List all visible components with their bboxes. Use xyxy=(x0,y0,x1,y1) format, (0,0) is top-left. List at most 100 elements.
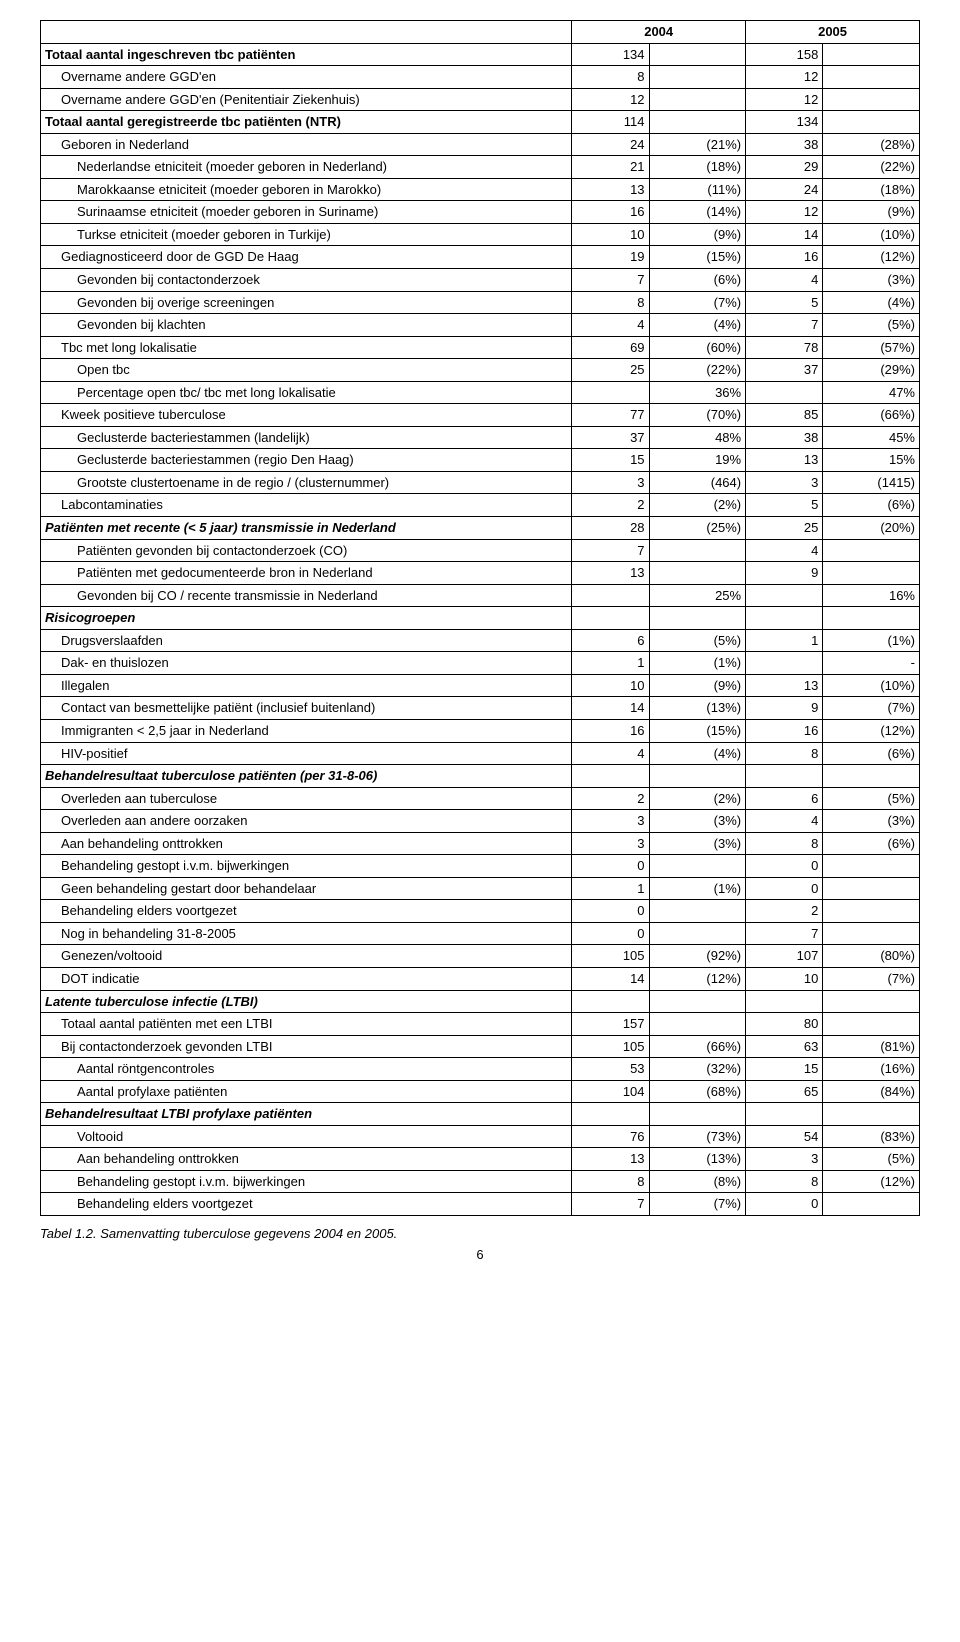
table-row: Behandeling elders voortgezet02 xyxy=(41,900,920,923)
row-label: Gevonden bij contactonderzoek xyxy=(41,269,572,292)
row-n2: 37 xyxy=(746,359,823,382)
row-n2: 0 xyxy=(746,877,823,900)
row-label: Dak- en thuislozen xyxy=(41,652,572,675)
row-p1 xyxy=(649,765,746,788)
row-label: Gediagnosticeerd door de GGD De Haag xyxy=(41,246,572,269)
row-n2: 8 xyxy=(746,832,823,855)
row-label: Geboren in Nederland xyxy=(41,133,572,156)
row-p1: (4%) xyxy=(649,742,746,765)
row-p2: (81%) xyxy=(823,1035,920,1058)
row-p2: 15% xyxy=(823,449,920,472)
row-n2: 65 xyxy=(746,1080,823,1103)
row-n2: 4 xyxy=(746,810,823,833)
row-n1: 105 xyxy=(572,1035,649,1058)
row-p1: (22%) xyxy=(649,359,746,382)
row-n2: 134 xyxy=(746,111,823,134)
row-p1: (1%) xyxy=(649,877,746,900)
row-label: Behandeling gestopt i.v.m. bijwerkingen xyxy=(41,855,572,878)
table-row: Behandeling gestopt i.v.m. bijwerkingen8… xyxy=(41,1170,920,1193)
row-n2 xyxy=(746,381,823,404)
row-n2: 4 xyxy=(746,269,823,292)
row-p1: (11%) xyxy=(649,178,746,201)
table-row: DOT indicatie14(12%)10(7%) xyxy=(41,967,920,990)
row-p1: (13%) xyxy=(649,1148,746,1171)
row-n2: 38 xyxy=(746,133,823,156)
row-label: Immigranten < 2,5 jaar in Nederland xyxy=(41,719,572,742)
row-p2: (9%) xyxy=(823,201,920,224)
row-n2 xyxy=(746,584,823,607)
row-n1: 0 xyxy=(572,922,649,945)
row-label: Kweek positieve tuberculose xyxy=(41,404,572,427)
row-label: Totaal aantal geregistreerde tbc patiënt… xyxy=(41,111,572,134)
row-label: Geclusterde bacteriestammen (landelijk) xyxy=(41,426,572,449)
row-label: Labcontaminaties xyxy=(41,494,572,517)
row-n2: 16 xyxy=(746,719,823,742)
row-label: Aantal röntgencontroles xyxy=(41,1058,572,1081)
row-p1: (73%) xyxy=(649,1125,746,1148)
table-row: Gevonden bij contactonderzoek7(6%)4(3%) xyxy=(41,269,920,292)
row-n1: 4 xyxy=(572,742,649,765)
row-p2 xyxy=(823,1103,920,1126)
row-p1 xyxy=(649,855,746,878)
row-p1: (4%) xyxy=(649,314,746,337)
row-label: Turkse etniciteit (moeder geboren in Tur… xyxy=(41,223,572,246)
row-n2: 13 xyxy=(746,449,823,472)
row-p2: (6%) xyxy=(823,494,920,517)
row-p1: 36% xyxy=(649,381,746,404)
row-n1: 13 xyxy=(572,178,649,201)
row-label: Marokkaanse etniciteit (moeder geboren i… xyxy=(41,178,572,201)
row-n1 xyxy=(572,381,649,404)
table-row: Overname andere GGD'en812 xyxy=(41,66,920,89)
row-n1: 4 xyxy=(572,314,649,337)
row-p1: (464) xyxy=(649,471,746,494)
row-label: Aantal profylaxe patiënten xyxy=(41,1080,572,1103)
row-n1 xyxy=(572,607,649,630)
row-n1 xyxy=(572,990,649,1013)
row-label: HIV-positief xyxy=(41,742,572,765)
row-label: Geen behandeling gestart door behandelaa… xyxy=(41,877,572,900)
row-n2: 158 xyxy=(746,43,823,66)
row-p2 xyxy=(823,111,920,134)
row-p1 xyxy=(649,111,746,134)
table-row: Behandelresultaat LTBI profylaxe patiënt… xyxy=(41,1103,920,1126)
table-row: Behandeling elders voortgezet7(7%)0 xyxy=(41,1193,920,1216)
row-p2: 45% xyxy=(823,426,920,449)
row-p1: (2%) xyxy=(649,494,746,517)
row-n2: 12 xyxy=(746,201,823,224)
row-label: Overname andere GGD'en xyxy=(41,66,572,89)
row-p2: (7%) xyxy=(823,697,920,720)
table-row: Risicogroepen xyxy=(41,607,920,630)
row-p2 xyxy=(823,765,920,788)
row-n2: 14 xyxy=(746,223,823,246)
row-n1: 37 xyxy=(572,426,649,449)
row-p2: (5%) xyxy=(823,787,920,810)
row-n2: 63 xyxy=(746,1035,823,1058)
row-p2: (6%) xyxy=(823,742,920,765)
table-row: Geclusterde bacteriestammen (landelijk)3… xyxy=(41,426,920,449)
row-n1: 13 xyxy=(572,562,649,585)
row-label: Totaal aantal patiënten met een LTBI xyxy=(41,1013,572,1036)
row-p2: (6%) xyxy=(823,832,920,855)
row-p2: (10%) xyxy=(823,223,920,246)
row-label: Behandeling elders voortgezet xyxy=(41,1193,572,1216)
row-p2: (5%) xyxy=(823,1148,920,1171)
row-n2: 107 xyxy=(746,945,823,968)
table-row: Geen behandeling gestart door behandelaa… xyxy=(41,877,920,900)
row-p2: (1415) xyxy=(823,471,920,494)
row-p1: 19% xyxy=(649,449,746,472)
row-n2: 16 xyxy=(746,246,823,269)
row-label: Drugsverslaafden xyxy=(41,629,572,652)
row-n1: 28 xyxy=(572,517,649,540)
row-p2: (4%) xyxy=(823,291,920,314)
row-n2: 9 xyxy=(746,697,823,720)
row-p1: (3%) xyxy=(649,832,746,855)
row-n2 xyxy=(746,607,823,630)
table-row: Percentage open tbc/ tbc met long lokali… xyxy=(41,381,920,404)
header-year-1: 2004 xyxy=(572,21,746,44)
row-n1: 8 xyxy=(572,1170,649,1193)
table-row: Patiënten met gedocumenteerde bron in Ne… xyxy=(41,562,920,585)
row-n2: 1 xyxy=(746,629,823,652)
row-p2 xyxy=(823,990,920,1013)
row-n2: 85 xyxy=(746,404,823,427)
row-n2: 8 xyxy=(746,742,823,765)
